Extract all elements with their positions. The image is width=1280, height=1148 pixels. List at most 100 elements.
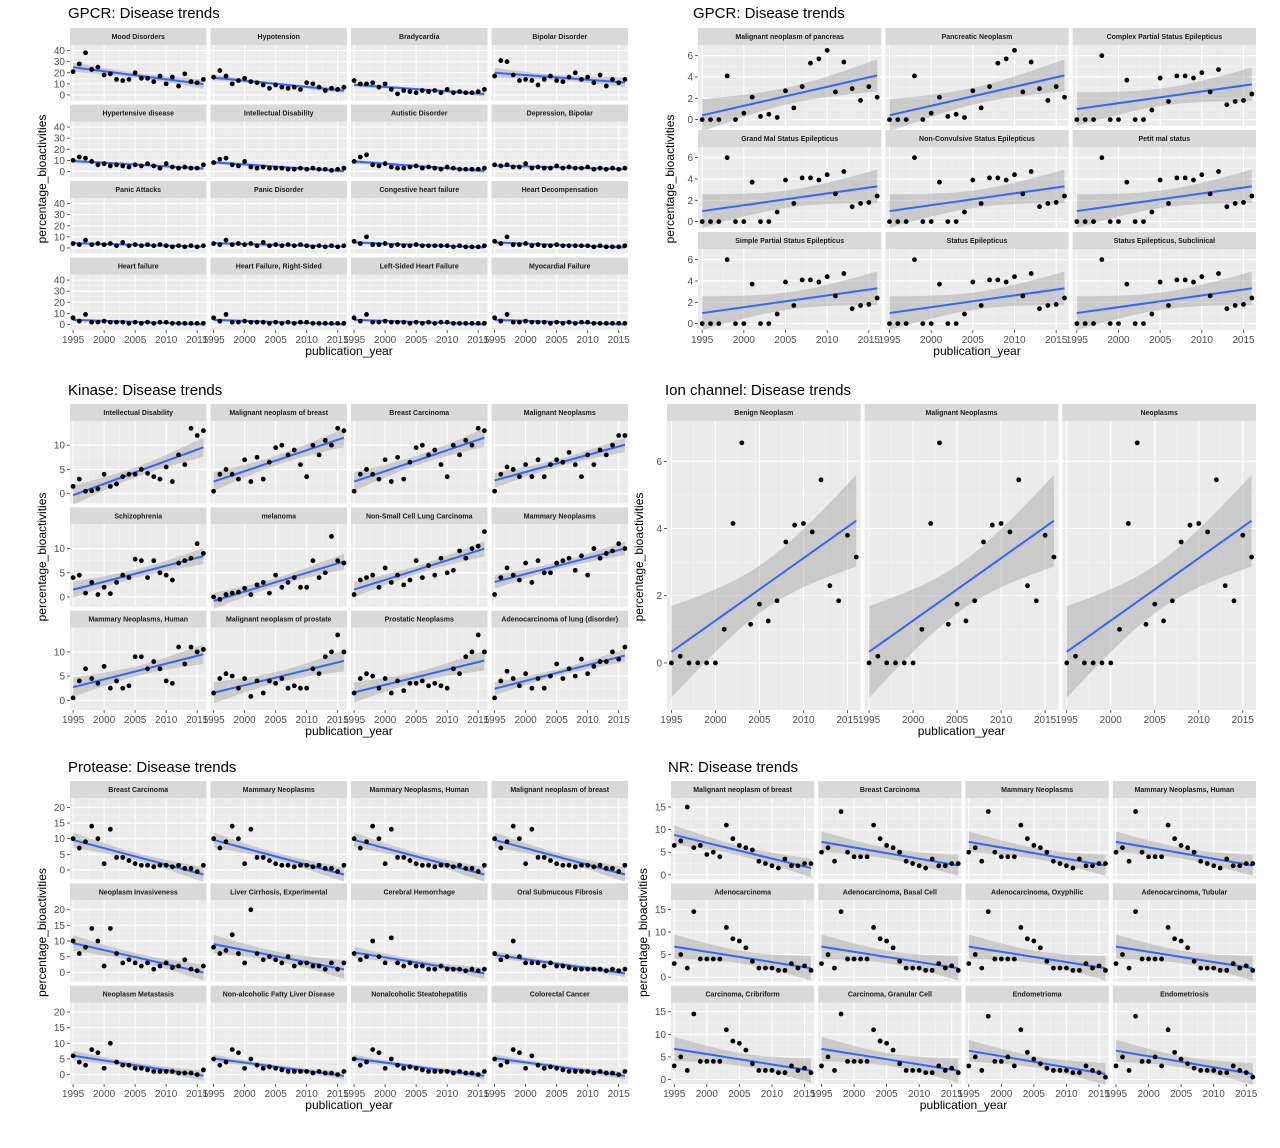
- data-point: [273, 861, 279, 867]
- data-point: [267, 243, 272, 249]
- data-point: [741, 321, 747, 327]
- data-point: [101, 861, 107, 867]
- trend-line: [72, 838, 204, 876]
- data-point: [432, 680, 438, 686]
- data-point: [962, 311, 967, 317]
- data-point: [1007, 529, 1013, 535]
- data-point: [708, 321, 713, 327]
- data-point: [157, 73, 163, 79]
- data-point: [382, 861, 388, 867]
- facet-strip-label: Adenocarcinoma of lung (disorder): [501, 617, 618, 624]
- data-point: [1159, 1063, 1164, 1069]
- data-point: [322, 437, 328, 443]
- trend-line: [702, 185, 878, 213]
- data-point: [388, 690, 394, 696]
- data-point: [923, 865, 929, 871]
- data-point: [585, 572, 591, 578]
- x-tick-label: 2015: [941, 1089, 964, 1100]
- data-point: [724, 257, 730, 263]
- data-point: [322, 1070, 328, 1076]
- data-point: [710, 956, 716, 962]
- data-point: [1204, 1068, 1210, 1073]
- data-point: [438, 243, 444, 249]
- panel-background: [818, 900, 962, 982]
- data-point: [469, 865, 475, 871]
- x-axis-label: publication_year: [305, 724, 392, 738]
- data-point: [1064, 660, 1070, 666]
- data-point: [413, 319, 419, 325]
- data-point: [1237, 965, 1243, 971]
- data-point: [1126, 1068, 1132, 1073]
- x-tick-label: 1995: [810, 1089, 833, 1100]
- data-point: [1224, 204, 1230, 210]
- data-point: [316, 84, 322, 90]
- data-point: [736, 938, 742, 944]
- trend-line: [674, 833, 812, 870]
- data-point: [401, 243, 407, 249]
- data-point: [1191, 177, 1196, 183]
- data-point: [1113, 849, 1119, 855]
- data-point: [114, 580, 119, 585]
- data-point: [298, 960, 303, 966]
- x-tick-label: 1995: [663, 1089, 686, 1100]
- data-point: [395, 165, 400, 171]
- data-point: [438, 166, 444, 172]
- trend-line: [213, 943, 345, 971]
- data-point: [1172, 936, 1178, 942]
- y-tick-label: 5: [660, 848, 666, 859]
- chart-title: Ion channel: Disease trends: [665, 382, 851, 399]
- y-tick-label: 4: [687, 276, 693, 287]
- x-tick-label: 2005: [748, 715, 771, 726]
- data-point: [736, 1040, 742, 1046]
- data-point: [541, 165, 547, 171]
- data-point: [758, 114, 763, 119]
- facet-strip-label: Breast Carcinoma: [108, 787, 168, 794]
- data-point: [457, 166, 462, 172]
- data-point: [616, 320, 622, 326]
- data-point: [597, 243, 603, 249]
- data-point: [866, 302, 872, 307]
- data-point: [895, 321, 901, 327]
- data-point: [145, 75, 150, 81]
- facet-panel: melanoma: [210, 507, 347, 609]
- data-point: [901, 660, 907, 666]
- data-point: [1237, 1068, 1243, 1073]
- data-point: [329, 865, 334, 871]
- data-point: [83, 312, 88, 317]
- data-point: [370, 319, 376, 325]
- data-point: [523, 318, 529, 324]
- data-point: [610, 649, 615, 655]
- data-point: [610, 165, 615, 171]
- data-point: [1232, 99, 1238, 104]
- data-point: [1053, 84, 1059, 89]
- data-point: [585, 243, 591, 249]
- data-point: [749, 179, 755, 185]
- data-point: [776, 1070, 781, 1076]
- data-point: [1178, 539, 1184, 545]
- trend-line: [494, 164, 625, 171]
- data-point: [432, 966, 438, 972]
- data-point: [83, 488, 88, 494]
- data-point: [517, 683, 522, 689]
- facet-panel: Non-Convulsive Status Epilepticus: [885, 130, 1069, 228]
- facet-strip-label: Myocardial Failure: [529, 264, 591, 271]
- data-point: [316, 243, 322, 249]
- data-point: [998, 854, 1004, 860]
- data-point: [1091, 117, 1096, 123]
- facet-strip-label: Heart Decompensation: [522, 187, 598, 194]
- x-tick-label: 2010: [155, 715, 178, 726]
- data-point: [510, 572, 516, 578]
- data-point: [548, 960, 553, 966]
- data-point: [697, 1059, 703, 1064]
- data-point: [1037, 1061, 1043, 1067]
- data-point: [942, 863, 948, 869]
- y-tick-label: 0: [59, 243, 65, 254]
- facet-strip: [491, 181, 628, 198]
- data-point: [953, 321, 959, 327]
- facet-strip-label: Mammary Neoplasms, Human: [369, 787, 469, 794]
- panel-background: [351, 627, 488, 710]
- data-point: [691, 909, 697, 915]
- facet-strip-label: Cerebral Hemorrhage: [383, 889, 455, 896]
